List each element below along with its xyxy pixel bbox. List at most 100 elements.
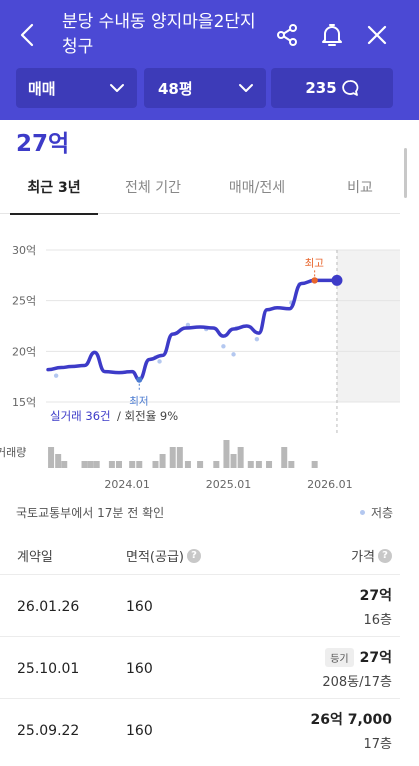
high-label: 최고 xyxy=(305,257,325,269)
volume-bar xyxy=(266,461,273,468)
table-row[interactable]: 25.10.01 160 등기 27억 208동/17층 xyxy=(0,636,400,698)
volume-bar xyxy=(223,440,230,468)
y-tick-label: 25억 xyxy=(12,295,36,308)
low-floor-legend-label: 저층 xyxy=(371,506,394,520)
question-circle-icon[interactable]: ? xyxy=(186,548,201,563)
transactions-table-header: 계약일 면적(공급) ? 가격 ? xyxy=(0,540,400,572)
area-select[interactable]: 48평 xyxy=(144,68,266,108)
app-header: 분당 수내동 양지마을2단지 청구 매매 48평 235 xyxy=(0,0,419,120)
volume-bar xyxy=(184,461,191,468)
chevron-down-icon xyxy=(110,84,124,92)
header-area-label: 면적(공급) xyxy=(126,550,184,565)
period-tabs: 최근 3년 전체 기간 매매/전세 비교 xyxy=(0,168,400,215)
turnover-label: / 회전율 9% xyxy=(117,409,178,423)
volume-bar xyxy=(288,461,295,468)
header-contract-date: 계약일 xyxy=(17,550,53,565)
talk-button[interactable]: 235 xyxy=(271,68,393,108)
low-label: 최저 xyxy=(129,396,148,408)
volume-bar xyxy=(136,461,143,468)
volume-bar xyxy=(311,461,318,468)
row-floor: 16층 xyxy=(363,613,392,628)
series-line xyxy=(46,278,339,382)
y-tick-label: 15억 xyxy=(12,396,36,409)
row-price: 26억 7,000 xyxy=(310,709,392,729)
row-price-value: 27억 xyxy=(359,588,392,604)
low-floor-point xyxy=(221,344,226,349)
volume-bar xyxy=(237,447,244,468)
low-floor-point xyxy=(157,359,162,364)
row-price-value: 26억 7,000 xyxy=(310,712,392,728)
row-area: 160 xyxy=(126,723,153,739)
x-tick-label: 2025.01 xyxy=(206,478,252,491)
tab-sale-jeonse[interactable]: 매매/전세 xyxy=(228,180,286,196)
notification-button[interactable] xyxy=(317,20,347,50)
tab-all-period[interactable]: 전체 기간 xyxy=(125,180,181,196)
row-date: 26.01.26 xyxy=(17,599,80,615)
volume-bar xyxy=(230,454,237,468)
volume-bar xyxy=(61,461,68,468)
complex-title: 분당 수내동 양지마을2단지 청구 xyxy=(62,12,256,57)
low-floor-legend: 저층 xyxy=(360,504,393,521)
volume-bar xyxy=(152,461,159,468)
price-chart[interactable]: 30억 25억 20억 15억 최저 최고 실거래 36건 / 회전율 9% 거래량 2… xyxy=(0,230,400,500)
y-tick-label: 30억 xyxy=(12,244,36,257)
row-area: 160 xyxy=(126,599,153,615)
volume-label: 거래량 xyxy=(0,446,26,459)
table-row[interactable]: 26.01.26 160 27억 16층 xyxy=(0,574,400,636)
volume-bar xyxy=(81,461,88,468)
chat-bubble-icon xyxy=(341,80,359,96)
question-circle-icon[interactable]: ? xyxy=(378,548,392,563)
volume-bar xyxy=(255,461,262,468)
close-button[interactable] xyxy=(362,20,392,50)
high-marker xyxy=(311,277,318,284)
row-floor: 208동/17층 xyxy=(322,675,392,690)
table-row[interactable]: 25.09.22 160 26억 7,000 17층 xyxy=(0,698,400,760)
volume-bar xyxy=(55,454,62,468)
low-floor-point xyxy=(231,352,236,357)
volume-bar xyxy=(108,461,115,468)
current-price: 27억 xyxy=(16,131,70,157)
scroll-indicator[interactable] xyxy=(404,148,407,198)
row-date: 25.09.22 xyxy=(17,723,80,739)
tab-recent-3y[interactable]: 최근 3년 xyxy=(10,168,98,215)
volume-bar xyxy=(197,461,204,468)
transactions-count-label: 실거래 36건 xyxy=(50,409,111,423)
low-floor-point xyxy=(254,336,260,342)
registered-badge: 등기 xyxy=(325,647,354,667)
volume-bar xyxy=(159,454,166,468)
volume-bar xyxy=(129,461,136,468)
row-price: 등기 27억 xyxy=(325,647,392,667)
current-marker xyxy=(331,274,343,286)
volume-bar xyxy=(281,447,288,468)
data-source-note: 국토교통부에서 17분 전 확인 xyxy=(16,506,165,520)
back-button[interactable] xyxy=(14,20,40,50)
y-tick-label: 20억 xyxy=(12,345,36,358)
volume-bar xyxy=(213,461,220,468)
deal-type-value: 매매 xyxy=(28,79,56,98)
row-price: 27억 xyxy=(360,585,392,605)
header-price: 가격 ? xyxy=(351,546,392,565)
volume-bar xyxy=(115,461,122,468)
share-button[interactable] xyxy=(272,20,302,50)
volume-bar xyxy=(169,447,176,468)
area-value: 48평 xyxy=(158,79,193,98)
header-area: 면적(공급) ? xyxy=(126,546,201,565)
x-tick-label: 2024.01 xyxy=(104,478,150,491)
low-floor-dot xyxy=(360,510,365,515)
low-marker xyxy=(136,376,143,383)
chevron-down-icon xyxy=(239,84,253,92)
deal-type-select[interactable]: 매매 xyxy=(16,68,137,108)
x-tick-label: 2026.01 xyxy=(307,478,353,491)
header-price-label: 가격 xyxy=(351,550,375,565)
low-floor-point xyxy=(185,322,191,328)
bell-icon xyxy=(322,24,342,46)
volume-bar xyxy=(48,447,55,468)
low-floor-point xyxy=(53,373,59,378)
chevron-left-icon xyxy=(20,23,34,47)
row-date: 25.10.01 xyxy=(17,661,80,677)
volume-bar xyxy=(247,461,254,468)
tab-compare[interactable]: 비교 xyxy=(347,180,373,196)
volume-bar xyxy=(87,461,94,468)
future-period-shade xyxy=(336,250,400,402)
volume-bar xyxy=(93,461,100,468)
